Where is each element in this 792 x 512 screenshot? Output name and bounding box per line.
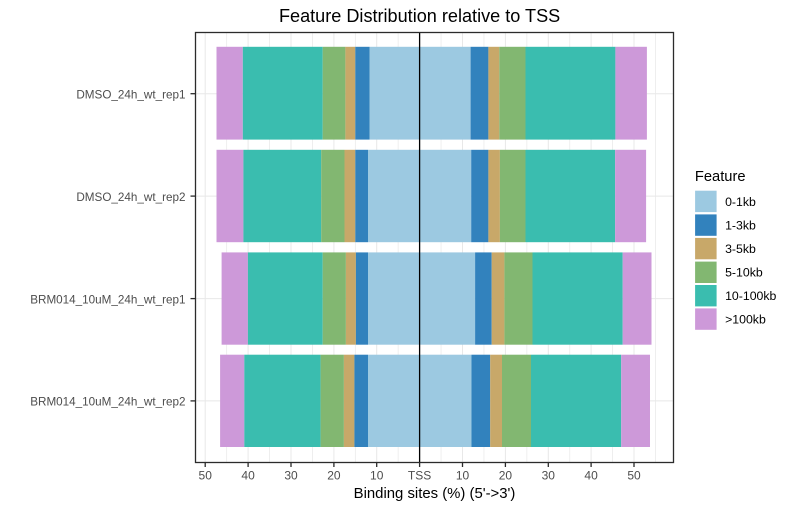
svg-text:BRM014_10uM_24h_wt_rep1: BRM014_10uM_24h_wt_rep1	[30, 293, 185, 306]
svg-text:50: 50	[199, 469, 213, 483]
svg-text:20: 20	[499, 469, 513, 483]
svg-text:10: 10	[370, 469, 384, 483]
svg-text:10-100kb: 10-100kb	[725, 289, 776, 303]
svg-text:BRM014_10uM_24h_wt_rep2: BRM014_10uM_24h_wt_rep2	[30, 396, 185, 409]
svg-text:10: 10	[456, 469, 470, 483]
svg-text:30: 30	[284, 469, 298, 483]
svg-text:5-10kb: 5-10kb	[725, 266, 763, 280]
svg-text:TSS: TSS	[408, 469, 431, 483]
svg-text:DMSO_24h_wt_rep1: DMSO_24h_wt_rep1	[76, 88, 185, 101]
svg-text:Feature Distribution relative: Feature Distribution relative to TSS	[279, 6, 560, 26]
svg-text:40: 40	[241, 469, 255, 483]
svg-text:Feature: Feature	[695, 169, 746, 185]
svg-text:0-1kb: 0-1kb	[725, 195, 756, 209]
svg-text:>100kb: >100kb	[725, 313, 766, 327]
svg-text:3-5kb: 3-5kb	[725, 242, 756, 256]
svg-text:Binding sites (%) (5'->3'): Binding sites (%) (5'->3')	[354, 486, 516, 502]
svg-text:50: 50	[627, 469, 641, 483]
svg-text:30: 30	[542, 469, 556, 483]
svg-text:20: 20	[327, 469, 341, 483]
svg-text:1-3kb: 1-3kb	[725, 219, 756, 233]
svg-text:DMSO_24h_wt_rep2: DMSO_24h_wt_rep2	[76, 191, 185, 204]
svg-text:40: 40	[584, 469, 598, 483]
